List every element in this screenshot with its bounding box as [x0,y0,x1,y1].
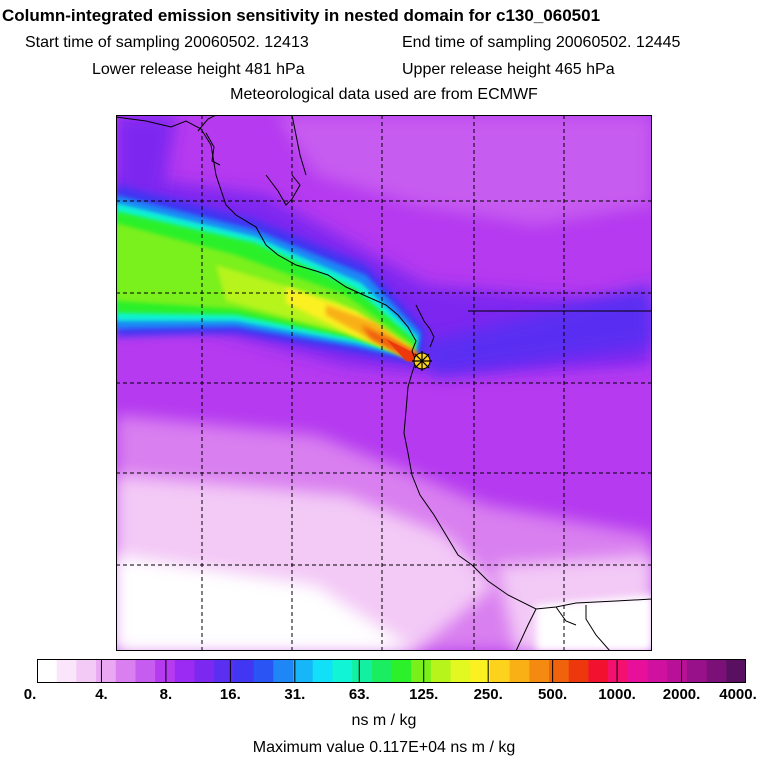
lower-release-height-label: Lower release height 481 hPa [92,61,305,78]
scale-cell [115,659,136,683]
release-point-marker [412,351,432,371]
scale-cell [253,659,274,683]
scale-cell [726,659,746,683]
scale-tick-label: 4000. [719,686,757,703]
map-frame [116,115,652,651]
scale-tick-label: 1000. [598,686,636,703]
scale-cell [214,659,235,683]
scale-cell [450,659,471,683]
scale-tick-label: 0. [23,686,37,703]
scale-cell [549,659,570,683]
scale-cell [332,659,353,683]
sensitivity-map [116,115,652,651]
scale-cell [135,659,156,683]
scale-cell [529,659,550,683]
scale-cell [588,659,609,683]
scale-tick-label: 31. [284,686,306,703]
scale-tick-label: 63. [348,686,370,703]
scale-cell [470,659,491,683]
sensitivity-field [116,115,652,651]
scale-cell [352,659,373,683]
maximum-value-label: Maximum value 0.117E+04 ns m / kg [252,739,516,756]
scale-cell [96,659,117,683]
scale-cell [608,659,629,683]
scale-cell [686,659,708,683]
scale-cell [371,659,392,683]
scale-cell [391,659,412,683]
coastlines [116,115,652,651]
grid-lines [116,115,652,651]
scale-cell [489,659,511,683]
scale-tick-label: 16. [219,686,241,703]
upper-release-height-label: Upper release height 465 hPa [402,61,615,78]
scale-cell [706,659,727,683]
map-title: Column-integrated emission sensitivity i… [2,6,601,25]
scale-cell [194,659,215,683]
scale-tick-label: 2000. [662,686,701,703]
scale-cell [37,659,58,683]
scale-cell [627,659,649,683]
scale-cell [667,659,688,683]
scale-tick-label: 500. [538,686,568,703]
scale-cell [293,659,314,683]
scale-cell [56,659,77,683]
scale-cell [509,659,530,683]
scale-tick-label: 125. [409,686,439,703]
end-time-label: End time of sampling 20060502. 12445 [402,34,681,51]
scale-cell [568,659,589,683]
scale-cell [155,659,176,683]
scale-cell [430,659,452,683]
scale-cell [647,659,668,683]
scale-tick-label: 250. [473,686,503,703]
scale-tick-label: 8. [159,686,173,703]
scale-cell [233,659,255,683]
units-label: ns m / kg [351,712,417,729]
scale-cell [76,659,97,683]
scale-cell [411,659,432,683]
scale-cell [312,659,333,683]
met-data-label: Meteorological data used are from ECMWF [230,86,538,103]
start-time-label: Start time of sampling 20060502. 12413 [25,34,309,51]
color-scale-bar [37,659,746,683]
scale-tick-label: 4. [95,686,108,703]
scale-cell [273,659,294,683]
scale-cell [174,659,196,683]
